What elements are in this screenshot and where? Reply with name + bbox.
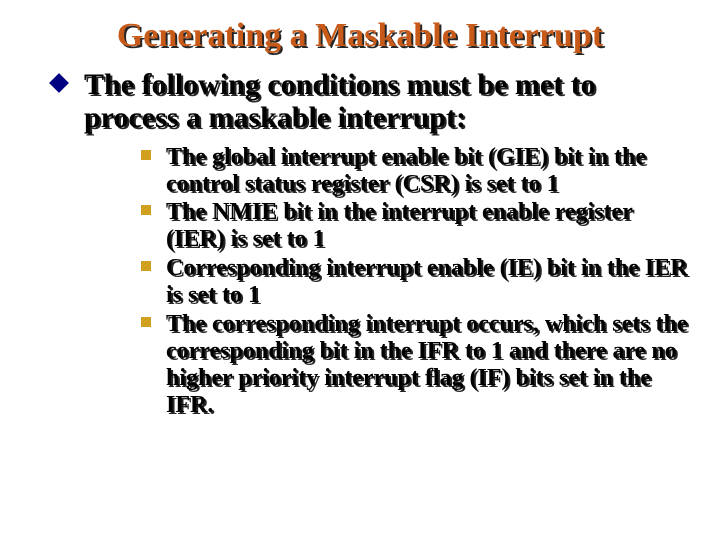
square-bullet-icon — [140, 260, 152, 272]
diamond-shape — [49, 73, 69, 93]
main-point-row: The following conditions must be met to … — [48, 68, 690, 134]
sub-point-text: The NMIE bit in the interrupt enable reg… — [166, 199, 690, 253]
sub-point-list: The global interrupt enable bit (GIE) bi… — [140, 144, 690, 419]
square-bullet-icon — [140, 204, 152, 216]
sub-point: The global interrupt enable bit (GIE) bi… — [140, 144, 690, 198]
square-bullet-icon — [140, 149, 152, 161]
sub-point: The NMIE bit in the interrupt enable reg… — [140, 199, 690, 253]
sub-point: The corresponding interrupt occurs, whic… — [140, 311, 690, 419]
slide: Generating a Maskable Interrupt The foll… — [0, 0, 720, 540]
square-bullet-icon — [140, 316, 152, 328]
sub-point-text: The global interrupt enable bit (GIE) bi… — [166, 144, 690, 198]
slide-title: Generating a Maskable Interrupt — [30, 18, 690, 54]
sub-point-text: The corresponding interrupt occurs, whic… — [166, 311, 690, 419]
sub-point: Corresponding interrupt enable (IE) bit … — [140, 255, 690, 309]
sub-point-text: Corresponding interrupt enable (IE) bit … — [166, 255, 690, 309]
diamond-bullet-icon — [48, 72, 70, 94]
main-point-text: The following conditions must be met to … — [84, 68, 690, 134]
